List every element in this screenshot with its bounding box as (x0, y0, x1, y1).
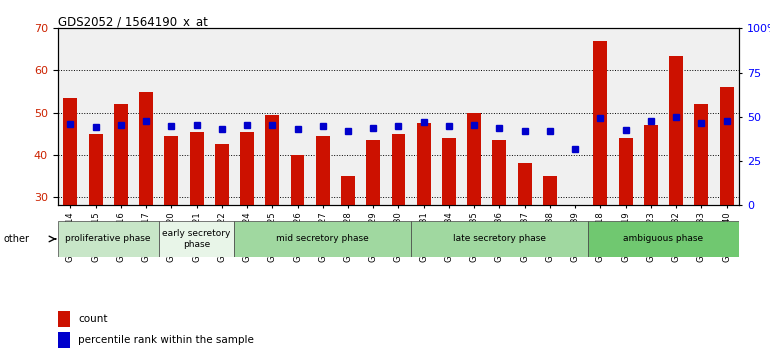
Bar (517, 163, 531, 205)
Bar (290, 155, 304, 205)
Bar (695, 104, 708, 205)
Bar (240, 132, 254, 205)
Bar (618, 138, 633, 205)
Bar (266, 115, 280, 205)
Bar (215, 144, 229, 205)
Bar (467, 113, 481, 205)
Bar (367, 140, 380, 205)
Text: mid secretory phase: mid secretory phase (276, 234, 369, 244)
Text: ambiguous phase: ambiguous phase (624, 234, 704, 244)
Bar (164, 136, 179, 205)
Bar (644, 125, 658, 205)
Bar (442, 138, 456, 205)
Bar (669, 56, 683, 205)
Text: count: count (79, 314, 108, 324)
Text: proliferative phase: proliferative phase (65, 234, 151, 244)
Bar (189, 132, 203, 205)
Text: early secretory
phase: early secretory phase (162, 229, 231, 249)
Bar (391, 134, 406, 205)
Bar (234, 221, 411, 257)
Bar (58, 311, 70, 327)
Text: late secretory phase: late secretory phase (453, 234, 546, 244)
Bar (58, 332, 70, 348)
Bar (594, 41, 608, 205)
Bar (568, 205, 582, 252)
Bar (341, 176, 355, 205)
Bar (588, 221, 739, 257)
Bar (411, 221, 588, 257)
Bar (114, 104, 128, 205)
Bar (316, 136, 330, 205)
Text: GDS2052 / 1564190_x_at: GDS2052 / 1564190_x_at (58, 15, 208, 28)
Text: other: other (4, 234, 30, 244)
Bar (417, 123, 430, 205)
Bar (89, 134, 102, 205)
Text: percentile rank within the sample: percentile rank within the sample (79, 335, 254, 345)
Bar (58, 221, 159, 257)
Bar (159, 221, 234, 257)
Bar (63, 98, 77, 205)
Bar (493, 140, 507, 205)
Bar (543, 176, 557, 205)
Bar (139, 92, 153, 205)
Bar (720, 87, 734, 205)
